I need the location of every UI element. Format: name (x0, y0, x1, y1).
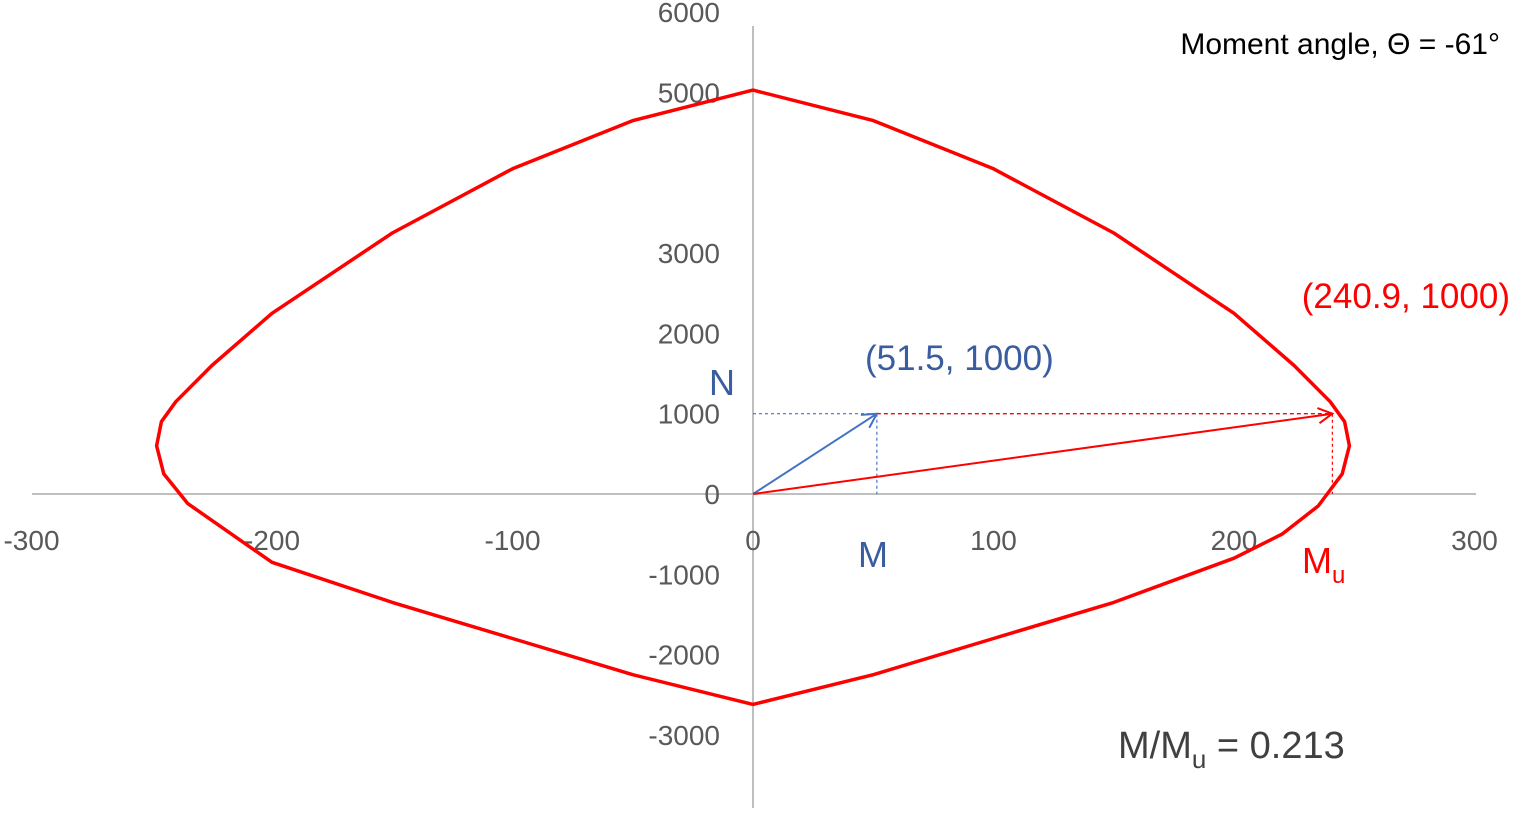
y-tick-labels: 6000 5000 3000 2000 1000 0 -1000 -2000 -3000 (648, 0, 720, 751)
n-axis-label: N (709, 362, 735, 403)
y-tick-label: 6000 (658, 0, 720, 28)
mu-label: Mu (1302, 540, 1345, 589)
ultimate-load-vector (752, 412, 1333, 495)
y-tick-label: -2000 (648, 640, 720, 671)
x-tick-label: 300 (1451, 525, 1498, 556)
axes (32, 26, 1476, 808)
moment-angle-label: Moment angle, Θ = -61° (1180, 28, 1500, 61)
y-tick-label: 0 (704, 479, 720, 510)
interaction-envelope-line (154, 88, 1352, 707)
m-axis-label: M (858, 534, 888, 575)
x-tick-label: -200 (244, 525, 300, 556)
applied-load-vector (752, 412, 878, 495)
ratio-label: M/Mu = 0.213 (1118, 725, 1345, 774)
y-tick-label: 1000 (658, 399, 720, 430)
applied-arrowhead (860, 412, 879, 429)
ultimate-arrowhead (1317, 407, 1335, 425)
y-tick-label: 5000 (658, 78, 720, 109)
ratio-sub: u (1192, 744, 1206, 774)
ratio-prefix: M/M (1118, 725, 1192, 767)
y-tick-label: -3000 (648, 720, 720, 751)
x-tick-label: -300 (3, 525, 59, 556)
x-tick-label: -100 (484, 525, 540, 556)
projection-lines (753, 413, 1333, 494)
ratio-suffix: = 0.213 (1206, 725, 1344, 767)
mu-label-main: M (1302, 540, 1332, 581)
load-vectors (752, 407, 1335, 495)
ultimate-point-label: (240.9, 1000) (1302, 277, 1510, 316)
y-tick-label: 2000 (658, 318, 720, 349)
x-tick-label: 0 (745, 525, 761, 556)
applied-point-label: (51.5, 1000) (865, 339, 1054, 378)
x-tick-labels: -300 -200 -100 0 100 200 300 (3, 525, 1497, 556)
y-tick-label: 3000 (658, 238, 720, 269)
x-tick-label: 100 (970, 525, 1017, 556)
y-tick-label: -1000 (648, 559, 720, 590)
mu-label-sub: u (1332, 562, 1345, 589)
